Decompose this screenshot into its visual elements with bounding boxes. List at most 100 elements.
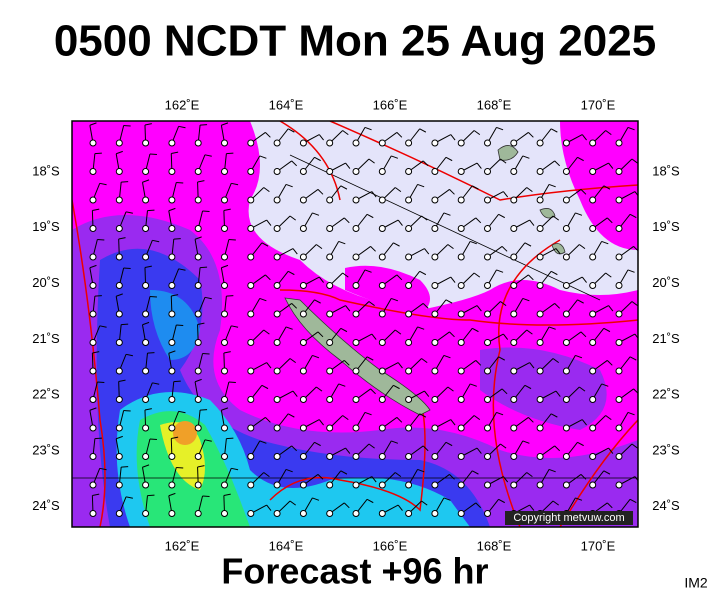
- barb-station: [168, 424, 176, 432]
- barb-flag: [343, 502, 350, 509]
- barb-station: [352, 367, 360, 375]
- barb-station: [142, 339, 150, 346]
- barb-station: [221, 424, 228, 432]
- barb-station: [484, 453, 491, 460]
- barb-flag: [291, 303, 298, 309]
- barb-station: [115, 481, 123, 489]
- barb-station: [115, 168, 123, 175]
- barb-station: [247, 196, 255, 204]
- barb-station: [89, 139, 97, 147]
- barb-flag: [526, 187, 533, 193]
- barb-flag: [204, 154, 212, 157]
- barb-station: [378, 339, 386, 346]
- barb-flag: [554, 445, 561, 452]
- barb-station: [221, 225, 228, 232]
- barb-station: [431, 339, 439, 346]
- barb-flag: [473, 415, 481, 421]
- barb-flag: [142, 321, 150, 326]
- barb-station: [484, 253, 491, 261]
- barb-station: [352, 282, 360, 289]
- barb-station: [589, 339, 597, 346]
- barb-station: [405, 168, 413, 175]
- barb-flag: [202, 353, 210, 355]
- barb-flag: [228, 381, 236, 384]
- barb-station: [352, 139, 360, 147]
- barb-station: [536, 225, 544, 232]
- barb-flag: [548, 326, 556, 330]
- barb-station: [352, 253, 360, 261]
- barb-flag: [259, 297, 267, 302]
- barb-flag: [450, 419, 456, 426]
- map-frame: [71, 120, 639, 528]
- barb-flag: [316, 244, 323, 250]
- longitude-label: 164˚E: [269, 97, 304, 112]
- barb-flag: [627, 126, 635, 131]
- barb-station: [273, 196, 281, 204]
- barb-station: [510, 139, 518, 147]
- barb-flag: [580, 331, 587, 338]
- barb-station: [194, 481, 202, 489]
- barb-flag: [394, 187, 402, 193]
- barb-station: [247, 481, 255, 489]
- barb-flag: [443, 212, 451, 216]
- barb-station: [194, 168, 202, 175]
- barb-flag: [194, 378, 202, 383]
- barb-flag: [475, 217, 482, 224]
- barb-station: [431, 282, 439, 289]
- barb-flag: [498, 498, 505, 504]
- barb-station: [168, 168, 176, 175]
- barb-flag: [314, 299, 321, 304]
- barb-station: [247, 424, 255, 432]
- barb-flag: [370, 246, 376, 252]
- barb-station: [615, 253, 623, 261]
- barb-flag: [123, 125, 131, 127]
- barb-station: [589, 453, 597, 460]
- barb-flag: [178, 125, 186, 129]
- barb-flag: [263, 472, 270, 478]
- barb-flag: [501, 246, 508, 252]
- barb-station: [142, 253, 150, 261]
- barb-flag: [152, 239, 160, 243]
- barb-flag: [552, 215, 559, 221]
- barb-flag: [581, 134, 587, 141]
- barb-station: [484, 424, 491, 432]
- barb-station: [89, 253, 97, 261]
- barb-flag: [171, 151, 179, 155]
- barb-station: [89, 282, 97, 289]
- barb-flag: [342, 130, 349, 136]
- barb-station: [89, 396, 97, 403]
- barb-flag: [340, 327, 348, 333]
- barb-station: [273, 310, 281, 318]
- barb-flag: [343, 217, 350, 224]
- barb-flag: [502, 191, 509, 198]
- latitude-label: 23˚S: [32, 442, 60, 457]
- barb-station: [221, 282, 228, 289]
- latitude-label: 21˚S: [652, 331, 680, 346]
- barb-flag: [445, 299, 453, 304]
- barb-station: [510, 310, 518, 318]
- barb-station: [168, 481, 176, 489]
- barb-station: [168, 225, 176, 232]
- barb-station: [247, 168, 255, 175]
- barb-station: [247, 510, 255, 517]
- image-id: IM2: [684, 575, 708, 591]
- barb-flag: [528, 417, 534, 423]
- latitude-label: 22˚S: [652, 387, 680, 402]
- barb-station: [457, 453, 465, 460]
- barb-flag: [223, 493, 231, 497]
- barb-station: [510, 453, 518, 460]
- barb-flag: [606, 360, 613, 366]
- barb-station: [89, 339, 97, 346]
- barb-flag: [603, 185, 611, 190]
- barb-flag: [627, 411, 635, 416]
- graticule-labels: 162˚E 162˚E 164˚E 164˚E 166˚E 166˚E 168˚E 168˚E…: [32, 97, 680, 553]
- barb-flag: [554, 160, 561, 167]
- barb-flag: [581, 276, 587, 283]
- barb-station: [299, 253, 307, 261]
- barb-flag: [125, 211, 133, 214]
- barb-flag: [496, 269, 504, 273]
- barb-flag: [371, 333, 377, 340]
- barb-flag: [419, 413, 427, 418]
- barb-flag: [259, 155, 267, 159]
- barb-flag: [526, 472, 533, 478]
